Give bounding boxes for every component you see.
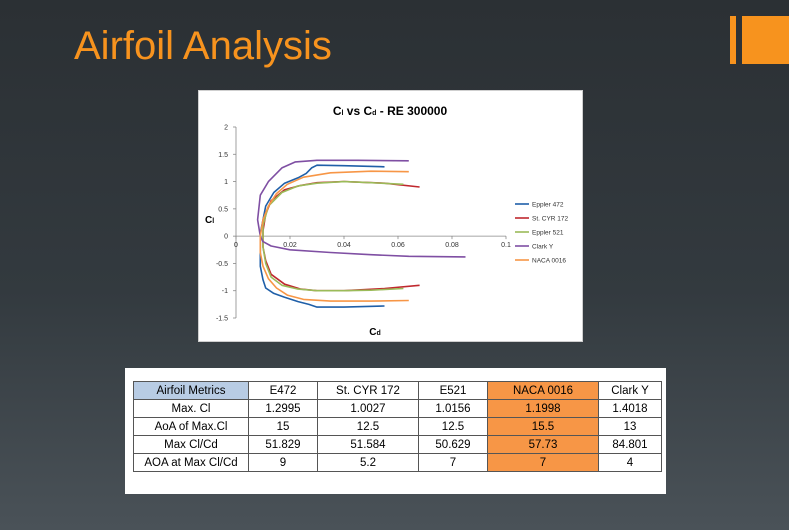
table-cell: 1.2995	[248, 399, 318, 418]
table-row: Max Cl/Cd 51.829 51.584 50.629 57.73 84.…	[133, 435, 662, 454]
table-cell: 15	[248, 417, 318, 436]
table-cell: 51.584	[317, 435, 419, 454]
table-cell: 12.5	[418, 417, 488, 436]
table-cell: 1.0027	[317, 399, 419, 418]
series-line-clark-y	[256, 159, 466, 258]
x-tick-label: 0.02	[283, 242, 297, 249]
x-tick-label: 0.04	[337, 242, 351, 249]
metrics-table-panel: Airfoil Metrics E472 St. CYR 172 E521 NA…	[125, 368, 666, 494]
y-tick-label: -0.5	[216, 261, 228, 268]
x-tick-label: 0.06	[391, 242, 405, 249]
table-row: Max. Cl 1.2995 1.0027 1.0156 1.1998 1.40…	[133, 399, 662, 418]
table-cell: AOA at Max Cl/Cd	[133, 453, 249, 472]
table-row: AoA of Max.Cl 15 12.5 12.5 15.5 13	[133, 417, 662, 436]
legend-label: Clark Y	[532, 244, 554, 251]
table-header-row: Airfoil Metrics E472 St. CYR 172 E521 NA…	[133, 381, 662, 400]
table-cell: 15.5	[487, 417, 599, 436]
accent-bar-thin	[730, 16, 736, 64]
table-cell: 4	[598, 453, 662, 472]
series-line-naca-0016	[259, 170, 409, 302]
series-line-eppler-521	[262, 180, 404, 292]
table-row: AOA at Max Cl/Cd 9 5.2 7 7 4	[133, 453, 662, 472]
y-tick-label: 1.5	[218, 152, 228, 159]
header-cell: E521	[418, 381, 488, 400]
table-cell: 13	[598, 417, 662, 436]
y-tick-label: -1	[222, 288, 228, 295]
x-tick-label: 0.1	[501, 242, 511, 249]
table-cell: 5.2	[317, 453, 419, 472]
legend-label: Eppler 521	[532, 230, 564, 237]
y-tick-label: 2	[224, 125, 228, 132]
table-cell: 1.4018	[598, 399, 662, 418]
accent-bar-thick	[742, 16, 789, 64]
table-cell: 9	[248, 453, 318, 472]
table-cell: 50.629	[418, 435, 488, 454]
table-cell: AoA of Max.Cl	[133, 417, 249, 436]
table-cell: 1.1998	[487, 399, 599, 418]
table-cell: 7	[418, 453, 488, 472]
slide-title: Airfoil Analysis	[74, 24, 332, 68]
legend-label: Eppler 472	[532, 202, 564, 209]
metrics-table: Airfoil Metrics E472 St. CYR 172 E521 NA…	[133, 381, 662, 472]
table-cell: Max. Cl	[133, 399, 249, 418]
table-cell: 1.0156	[418, 399, 488, 418]
header-cell: Clark Y	[598, 381, 662, 400]
header-cell: E472	[248, 381, 318, 400]
y-tick-label: 0.5	[218, 206, 228, 213]
header-cell: NACA 0016	[487, 381, 599, 400]
y-tick-label: 0	[224, 234, 228, 241]
header-cell: St. CYR 172	[317, 381, 419, 400]
chart-panel: Cl vs Cd - RE 300000 2 1.5 1 0.5 0 -0.5 -1 -1.5 0…	[198, 90, 583, 342]
x-tick-label: 0	[234, 242, 238, 249]
y-tick-label: -1.5	[216, 316, 228, 323]
table-cell: 7	[487, 453, 599, 472]
x-tick-label: 0.08	[445, 242, 459, 249]
table-cell: 51.829	[248, 435, 318, 454]
table-cell: 12.5	[317, 417, 419, 436]
table-cell: Max Cl/Cd	[133, 435, 249, 454]
header-cell: Airfoil Metrics	[133, 381, 249, 400]
table-cell: 84.801	[598, 435, 662, 454]
legend-label: NACA 0016	[532, 258, 566, 265]
x-axis-label: Cd	[369, 327, 381, 338]
legend-label: St. CYR 172	[532, 216, 569, 223]
y-tick-label: 1	[224, 179, 228, 186]
chart-title: Cl vs Cd - RE 300000	[333, 104, 448, 118]
cl-cd-chart: Cl vs Cd - RE 300000 2 1.5 1 0.5 0 -0.5 -1 -1.5 0…	[205, 104, 569, 338]
table-cell: 57.73	[487, 435, 599, 454]
y-axis-label: Cl	[205, 215, 214, 226]
